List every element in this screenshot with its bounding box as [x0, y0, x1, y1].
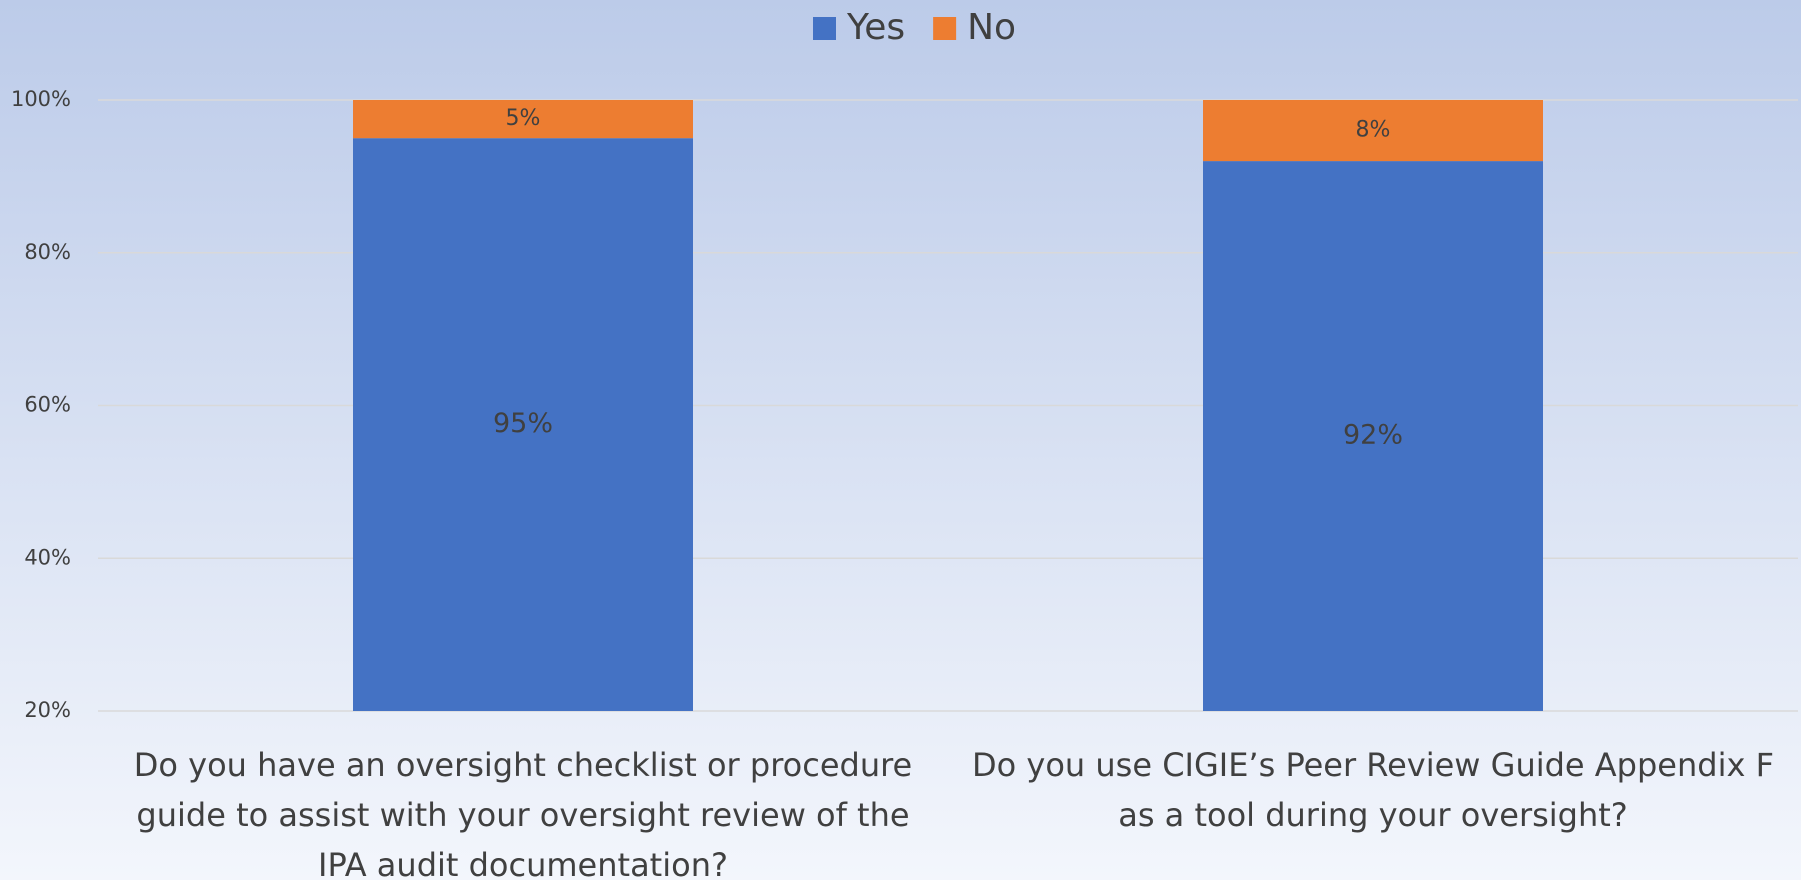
y-tick-label: 20% — [24, 698, 71, 722]
data-label: 5% — [506, 106, 541, 131]
data-label: 92% — [1343, 420, 1403, 451]
data-label: 8% — [1356, 118, 1391, 143]
bar-segment — [1203, 161, 1543, 712]
bar-segment — [1203, 100, 1543, 162]
legend-swatch — [933, 17, 957, 40]
bar-segment — [353, 138, 693, 711]
y-tick-label: 80% — [24, 240, 71, 264]
x-tick-label: Do you have an oversight checklist or pr… — [133, 746, 913, 880]
bar-segment — [353, 100, 693, 139]
y-tick-label: 40% — [24, 545, 71, 569]
y-tick-label: 100% — [11, 87, 71, 111]
y-tick-label: 60% — [24, 393, 71, 417]
x-tick-label: Do you use CIGIE’s Peer Review Guide App… — [972, 746, 1774, 834]
legend-label: No — [967, 7, 1016, 48]
data-label: 95% — [493, 408, 553, 439]
legend-swatch — [813, 17, 836, 40]
legend-label: Yes — [846, 7, 905, 48]
